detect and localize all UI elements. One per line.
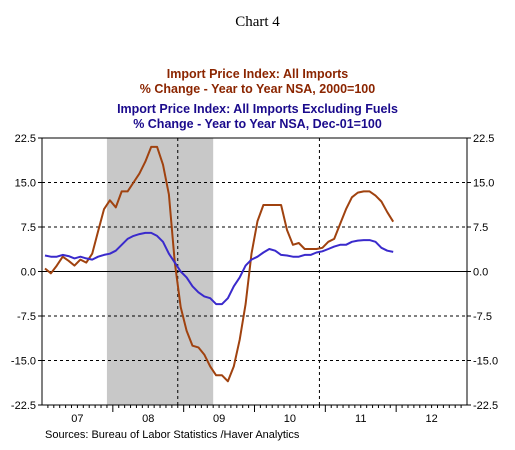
y-tick-label-left: 7.5 <box>21 222 36 234</box>
source-note: Sources: Bureau of Labor Statistics /Hav… <box>45 429 300 441</box>
x-tick-label-07: 07 <box>71 413 83 425</box>
legend-series-1-line2: % Change - Year to Year NSA, 2000=100 <box>140 82 375 96</box>
y-tick-label-right: -22.5 <box>473 400 498 412</box>
chart-title: Chart 4 <box>235 14 280 30</box>
legend-series-2-line1: Import Price Index: All Imports Excludin… <box>117 102 398 116</box>
series-line-1 <box>44 145 395 383</box>
x-tick-label-12: 12 <box>425 413 437 425</box>
y-tick-label-right: 15.0 <box>473 178 494 190</box>
x-tick-label-08: 08 <box>142 413 154 425</box>
y-tick-label-right: -7.5 <box>473 311 492 323</box>
y-tick-label-left: -7.5 <box>17 311 36 323</box>
legend-series-2-line2: % Change - Year to Year NSA, Dec-01=100 <box>133 117 382 131</box>
legend-series-1-line1: Import Price Index: All Imports <box>167 67 349 81</box>
y-tick-label-left: 22.5 <box>15 133 36 145</box>
y-tick-label-right: 0.0 <box>473 267 488 279</box>
y-tick-label-left: 0.0 <box>21 267 36 279</box>
y-tick-label-left: 15.0 <box>15 178 36 190</box>
y-tick-label-right: 7.5 <box>473 222 488 234</box>
x-tick-label-10: 10 <box>284 413 296 425</box>
series-line-2 <box>44 231 394 306</box>
y-tick-label-left: -22.5 <box>11 400 36 412</box>
x-tick-label-09: 09 <box>213 413 225 425</box>
x-tick-label-11: 11 <box>355 413 366 425</box>
legend: Import Price Index: All Imports % Change… <box>117 67 398 131</box>
y-tick-label-right: -15.0 <box>473 356 498 368</box>
y-tick-label-right: 22.5 <box>473 133 494 145</box>
y-tick-label-left: -15.0 <box>11 356 36 368</box>
